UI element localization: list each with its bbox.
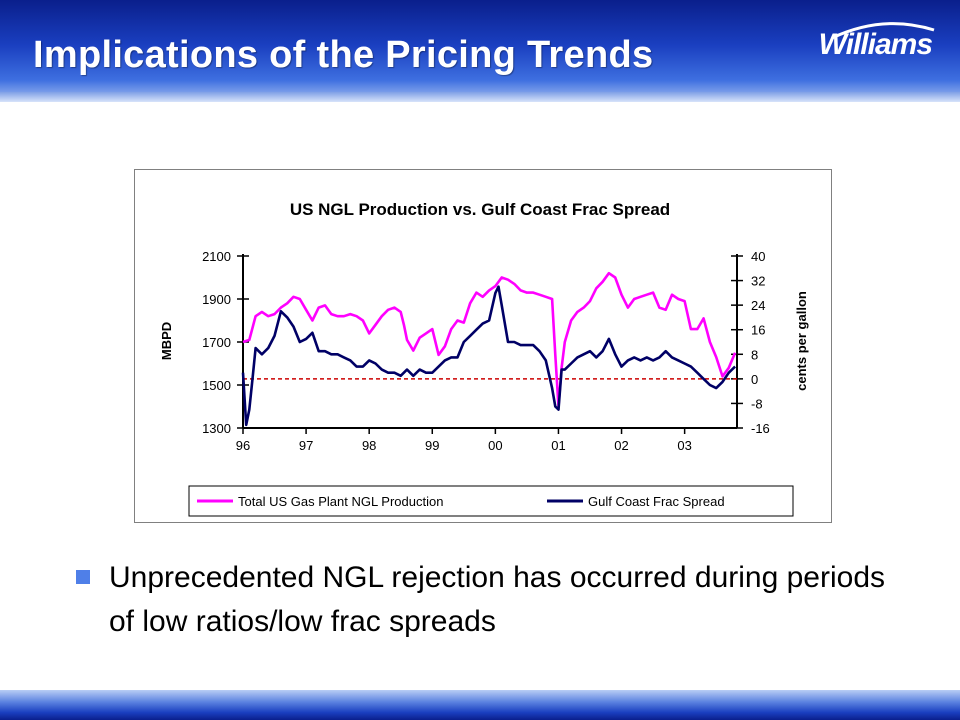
chart-svg: US NGL Production vs. Gulf Coast Frac Sp… <box>159 200 809 517</box>
x-tick-label: 97 <box>299 438 313 453</box>
title-bar <box>0 0 960 100</box>
legend-box <box>188 485 794 517</box>
y2-tick-label: -16 <box>751 421 770 436</box>
y2-tick-label: -8 <box>751 396 763 411</box>
y-tick-label: 1700 <box>202 335 231 350</box>
y2-tick-label: 32 <box>751 274 765 289</box>
y-tick-label: 1300 <box>202 421 231 436</box>
chart-frame: US NGL Production vs. Gulf Coast Frac Sp… <box>134 169 832 523</box>
chart-legend: Total US Gas Plant NGL Production Gulf C… <box>188 485 794 517</box>
bullet-list: Unprecedented NGL rejection has occurred… <box>76 556 896 644</box>
logo-swoosh-icon <box>831 22 935 40</box>
x-tick-label: 00 <box>488 438 502 453</box>
y-tick-label: 2100 <box>202 249 231 264</box>
x-tick-label: 02 <box>614 438 628 453</box>
x-tick-label: 99 <box>425 438 439 453</box>
chart-axes: 1300 1500 1700 1900 2100 -16 -8 0 8 16 24 32 40 96 97 9… <box>202 249 770 453</box>
y2-axis-label: cents per gallon <box>794 291 809 391</box>
y2-tick-label: 16 <box>751 323 765 338</box>
chart-title: US NGL Production vs. Gulf Coast Frac Sp… <box>290 200 670 219</box>
y2-tick-label: 8 <box>751 347 758 362</box>
x-tick-label: 03 <box>677 438 691 453</box>
y2-tick-label: 24 <box>751 298 765 313</box>
production-series-line <box>242 271 737 408</box>
x-tick-label: 01 <box>551 438 565 453</box>
legend-label-production: Total US Gas Plant NGL Production <box>238 494 443 509</box>
y2-tick-label: 0 <box>751 372 758 387</box>
slide-title: Implications of the Pricing Trends <box>33 34 654 76</box>
footer-bar <box>0 690 960 720</box>
y-tick-label: 1500 <box>202 378 231 393</box>
bullet-square-icon <box>76 570 90 584</box>
y2-tick-label: 40 <box>751 249 765 264</box>
legend-label-spread: Gulf Coast Frac Spread <box>588 494 725 509</box>
williams-logo: Williams <box>818 28 933 61</box>
y-tick-label: 1900 <box>202 292 231 307</box>
title-bar-fade <box>0 92 960 102</box>
series-lines <box>241 271 737 427</box>
y-axis-label: MBPD <box>159 322 174 360</box>
frac-spread-series-line <box>241 285 737 427</box>
x-tick-label: 98 <box>362 438 376 453</box>
x-tick-label: 96 <box>236 438 250 453</box>
bullet-text: Unprecedented NGL rejection has occurred… <box>109 561 886 638</box>
